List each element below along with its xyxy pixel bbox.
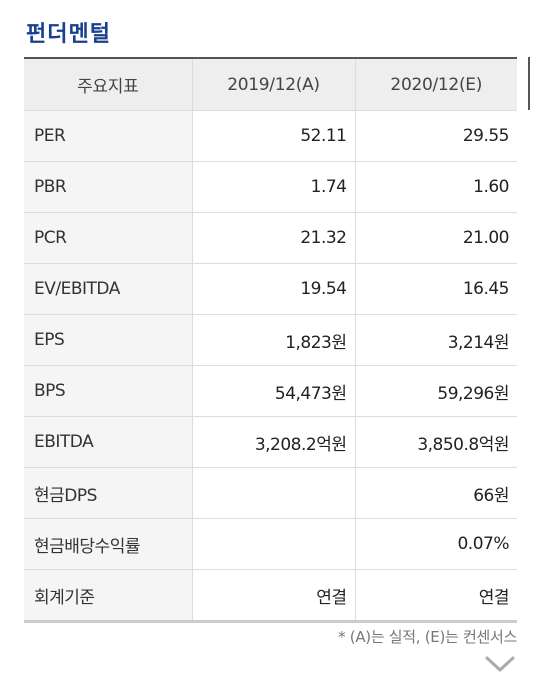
value-2019 [192, 467, 356, 519]
value-2020: 59,296원 [355, 365, 517, 417]
row-label: EV/EBITDA [24, 263, 193, 315]
value-2019: 21.32 [192, 212, 356, 264]
row-label: PBR [24, 161, 193, 213]
value-2019: 54,473원 [192, 365, 356, 417]
header-2019-actual: 2019/12(A) [192, 58, 356, 111]
value-2020: 66원 [355, 467, 517, 519]
table-row: 현금DPS 66원 [24, 467, 517, 519]
fundamentals-table: 주요지표 2019/12(A) 2020/12(E) PER 52.11 29.… [24, 57, 517, 623]
table-row: 현금배당수익률 0.07% [24, 518, 517, 570]
value-2020: 3,850.8억원 [355, 416, 517, 468]
value-2019: 연결 [192, 569, 356, 623]
value-2019: 52.11 [192, 110, 356, 162]
value-2020: 16.45 [355, 263, 517, 315]
value-2020: 연결 [355, 569, 517, 623]
adjacent-panel-edge [528, 57, 530, 110]
footnote: * (A)는 실적, (E)는 컨센서스 [338, 628, 517, 646]
expand-button[interactable] [484, 652, 516, 676]
table-row: PBR 1.74 1.60 [24, 161, 517, 213]
header-metric: 주요지표 [24, 58, 193, 111]
table-row: EPS 1,823원 3,214원 [24, 314, 517, 366]
value-2019: 1,823원 [192, 314, 356, 366]
row-label: PER [24, 110, 193, 162]
row-label: 회계기준 [24, 569, 193, 623]
table-row: PCR 21.32 21.00 [24, 212, 517, 264]
section-title: 펀더멘털 [26, 22, 111, 47]
table-row: BPS 54,473원 59,296원 [24, 365, 517, 417]
chevron-down-icon [485, 656, 515, 672]
header-2020-estimate: 2020/12(E) [355, 58, 517, 111]
row-label: PCR [24, 212, 193, 264]
value-2019: 3,208.2억원 [192, 416, 356, 468]
table-row: EV/EBITDA 19.54 16.45 [24, 263, 517, 315]
value-2020: 0.07% [355, 518, 517, 570]
table-row: PER 52.11 29.55 [24, 110, 517, 162]
value-2019 [192, 518, 356, 570]
value-2020: 21.00 [355, 212, 517, 264]
table-row: EBITDA 3,208.2억원 3,850.8억원 [24, 416, 517, 468]
row-label: EBITDA [24, 416, 193, 468]
table-row: 회계기준 연결 연결 [24, 569, 517, 623]
row-label: 현금DPS [24, 467, 193, 519]
table-header-row: 주요지표 2019/12(A) 2020/12(E) [24, 58, 517, 111]
row-label: 현금배당수익률 [24, 518, 193, 570]
value-2020: 1.60 [355, 161, 517, 213]
value-2019: 19.54 [192, 263, 356, 315]
fundamentals-table-container: 주요지표 2019/12(A) 2020/12(E) PER 52.11 29.… [24, 57, 517, 623]
value-2020: 3,214원 [355, 314, 517, 366]
row-label: EPS [24, 314, 193, 366]
value-2019: 1.74 [192, 161, 356, 213]
value-2020: 29.55 [355, 110, 517, 162]
row-label: BPS [24, 365, 193, 417]
